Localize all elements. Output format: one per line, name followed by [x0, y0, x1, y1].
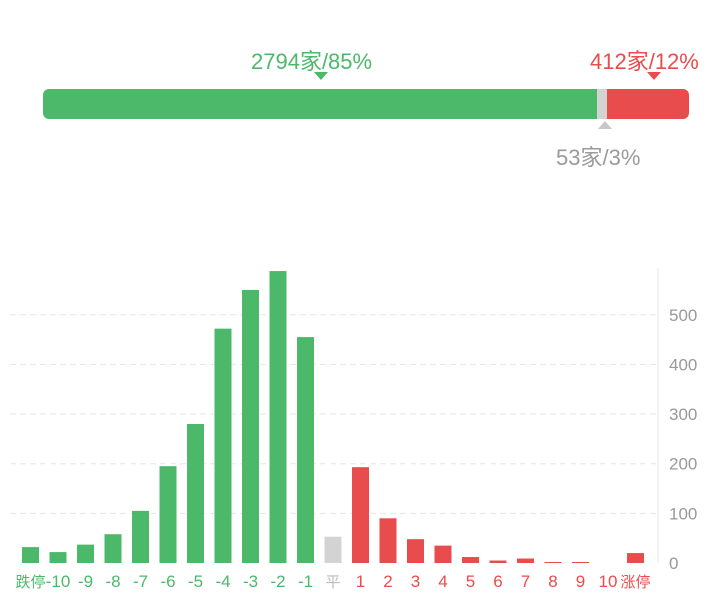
bar-3	[407, 539, 424, 563]
bar--7	[132, 510, 149, 563]
x-tick-label: 5	[466, 572, 475, 591]
bar-4	[434, 545, 452, 563]
bar--8	[104, 534, 122, 563]
unchanged-segment	[596, 89, 608, 119]
y-axis-labels: 0 100 200 300 400 500	[669, 306, 697, 573]
bar--9	[77, 544, 94, 563]
x-tick-label: 平	[325, 574, 340, 591]
bar-9	[572, 562, 589, 563]
x-tick-label: 4	[438, 572, 447, 591]
advancers-segment	[607, 89, 689, 119]
x-tick-label: 2	[383, 572, 392, 591]
decliners-segment	[43, 89, 597, 119]
x-tick-label: -9	[78, 572, 93, 591]
bar-1	[352, 467, 369, 563]
x-tick-label: 3	[411, 572, 420, 591]
y-tick-label: 400	[669, 355, 697, 374]
x-axis-labels: 跌停 -10 -9 -8 -7 -6 -5 -4 -3 -2 -1 平 1 2 3 4 5 6 7 8 9 10 涨停	[15, 572, 650, 591]
x-tick-label: 1	[356, 572, 365, 591]
bar-6	[489, 560, 507, 563]
x-tick-label: -3	[243, 572, 258, 591]
bar--5	[187, 423, 204, 563]
x-tick-label: 跌停	[15, 574, 45, 591]
bar--10	[49, 552, 67, 563]
bar--3	[242, 289, 259, 563]
unchanged-marker-icon	[598, 121, 612, 129]
bar-平	[324, 536, 342, 563]
x-tick-label: 涨停	[620, 574, 650, 591]
bar-2	[379, 518, 397, 563]
x-tick-label: 7	[521, 572, 530, 591]
bar-7	[517, 558, 534, 563]
advancers-marker-icon	[647, 72, 661, 80]
x-tick-label: -10	[46, 572, 71, 591]
x-tick-label: -8	[105, 572, 120, 591]
x-tick-label: 9	[576, 572, 585, 591]
x-tick-label: 10	[599, 572, 618, 591]
change-distribution-chart: 跌停 -10 -9 -8 -7 -6 -5 -4 -3 -2 -1 平 1 2 3 4 5 6 7 8 9 10 涨停 0 1…	[10, 268, 697, 591]
bar-涨停	[627, 553, 644, 563]
x-tick-label: 8	[548, 572, 557, 591]
advance-decline-ratio-bar	[43, 89, 689, 119]
y-tick-label: 100	[669, 504, 697, 523]
bar--6	[159, 466, 177, 563]
bar-8	[544, 562, 562, 563]
decliners-marker-icon	[314, 72, 328, 80]
bar--4	[214, 328, 232, 563]
x-tick-label: -1	[298, 572, 313, 591]
decliners-label: 2794家/85%	[251, 49, 373, 74]
unchanged-label: 53家/3%	[556, 145, 641, 170]
bar--1	[297, 337, 314, 563]
x-tick-label: 6	[493, 572, 502, 591]
y-tick-label: 500	[669, 306, 697, 325]
bar-跌停	[22, 547, 39, 563]
y-tick-label: 300	[669, 405, 697, 424]
x-tick-label: -5	[188, 572, 203, 591]
bar-5	[462, 557, 479, 563]
x-tick-label: -6	[160, 572, 175, 591]
y-tick-label: 200	[669, 455, 697, 474]
y-tick-label: 0	[669, 554, 678, 573]
x-tick-label: -2	[270, 572, 285, 591]
bar--2	[269, 271, 287, 563]
advance-decline-summary: 2794家/85% 412家/12% 53家/3%	[0, 0, 720, 180]
x-tick-label: -7	[133, 572, 148, 591]
gridlines	[10, 268, 659, 563]
x-tick-label: -4	[215, 572, 230, 591]
bars	[22, 271, 644, 563]
advancers-label: 412家/12%	[590, 49, 699, 74]
